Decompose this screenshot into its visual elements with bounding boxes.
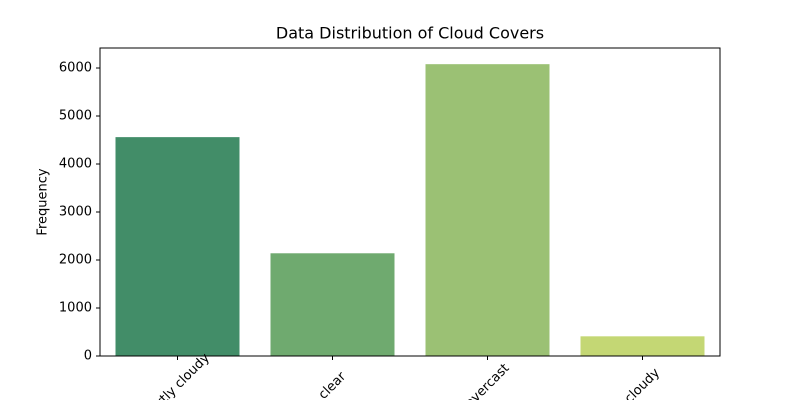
bar xyxy=(115,137,240,356)
bar xyxy=(425,64,550,356)
y-tick-label: 2000 xyxy=(59,253,92,268)
y-tick-label: 6000 xyxy=(59,61,92,76)
y-tick-label: 4000 xyxy=(59,157,92,172)
y-tick-label: 5000 xyxy=(59,109,92,124)
bar xyxy=(270,253,395,356)
y-tick-label: 1000 xyxy=(59,301,92,316)
plot-frame xyxy=(99,47,721,357)
chart-title: Data Distribution of Cloud Covers xyxy=(276,24,544,43)
bar xyxy=(580,336,705,356)
y-tick-label: 0 xyxy=(84,349,92,364)
x-tick-label: cloudy xyxy=(622,365,663,400)
x-tick-label: overcast xyxy=(463,361,513,400)
y-tick-label: 3000 xyxy=(59,205,92,220)
y-axis-label: Frequency xyxy=(36,168,51,235)
x-tick-label: clear xyxy=(316,369,350,400)
